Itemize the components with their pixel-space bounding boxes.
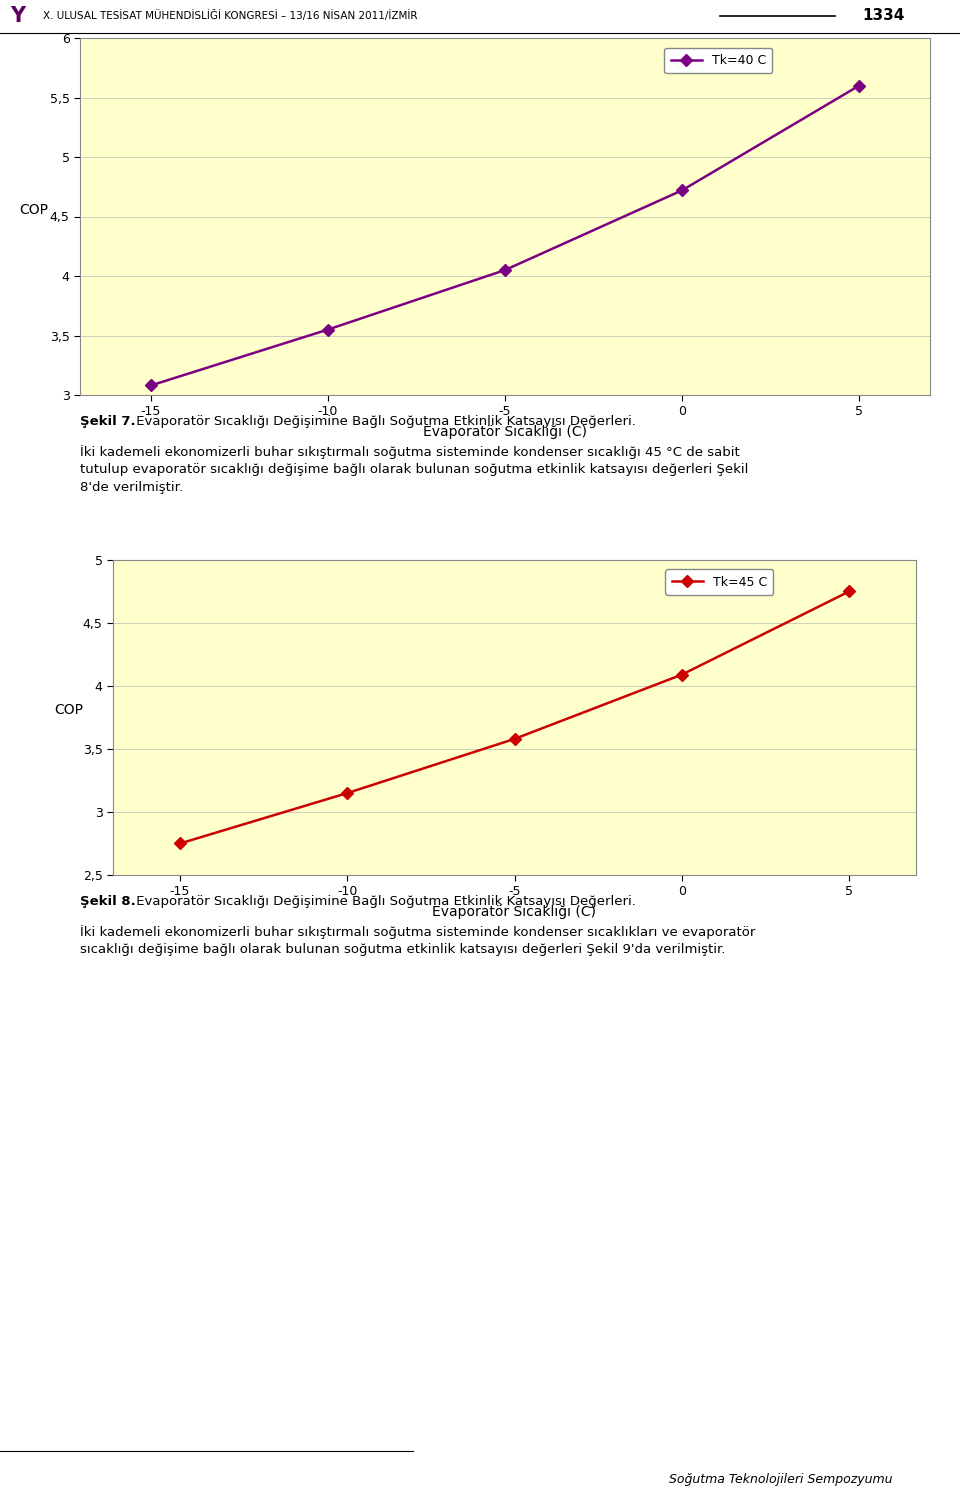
Text: Y: Y — [10, 6, 25, 25]
Text: Şekil 7.: Şekil 7. — [80, 414, 135, 428]
Legend: Tk=45 C: Tk=45 C — [665, 570, 774, 595]
Text: tutulup evaporatör sıcaklığı değişime bağlı olarak bulunan soğutma etkinlik kats: tutulup evaporatör sıcaklığı değişime ba… — [80, 462, 748, 476]
Text: X. ULUSAL TESİSAT MÜHENDİSLİĞİ KONGRESİ – 13/16 NİSAN 2011/İZMİR: X. ULUSAL TESİSAT MÜHENDİSLİĞİ KONGRESİ … — [43, 10, 418, 21]
Text: İki kademeli ekonomizerli buhar sıkıştırmalı soğutma sisteminde kondenser sıcakl: İki kademeli ekonomizerli buhar sıkıştır… — [80, 444, 739, 459]
Text: 8'de verilmiştir.: 8'de verilmiştir. — [80, 482, 182, 494]
Text: Soğutma Teknolojileri Sempozyumu: Soğutma Teknolojileri Sempozyumu — [669, 1472, 893, 1486]
Y-axis label: COP: COP — [19, 202, 48, 217]
Legend: Tk=40 C: Tk=40 C — [664, 48, 772, 73]
Text: 1334: 1334 — [862, 9, 904, 24]
Text: sıcaklığı değişime bağlı olarak bulunan soğutma etkinlik katsayısı değerleri Şek: sıcaklığı değişime bağlı olarak bulunan … — [80, 942, 725, 956]
Text: Evaporatör Sıcaklığı Değişimine Bağlı Soğutma Etkinlik Katsayısı Değerleri.: Evaporatör Sıcaklığı Değişimine Bağlı So… — [132, 895, 636, 908]
Y-axis label: COP: COP — [55, 703, 84, 718]
Text: Evaporatör Sıcaklığı Değişimine Bağlı Soğutma Etkinlik Katsayısı Değerleri.: Evaporatör Sıcaklığı Değişimine Bağlı So… — [132, 414, 636, 428]
X-axis label: Evaporatör Sıcaklığı (C): Evaporatör Sıcaklığı (C) — [423, 425, 587, 440]
X-axis label: Evaporatör Sıcaklığı (C): Evaporatör Sıcaklığı (C) — [433, 905, 596, 920]
Text: İki kademeli ekonomizerli buhar sıkıştırmalı soğutma sisteminde kondenser sıcakl: İki kademeli ekonomizerli buhar sıkıştır… — [80, 925, 756, 939]
Text: Şekil 8.: Şekil 8. — [80, 895, 135, 908]
